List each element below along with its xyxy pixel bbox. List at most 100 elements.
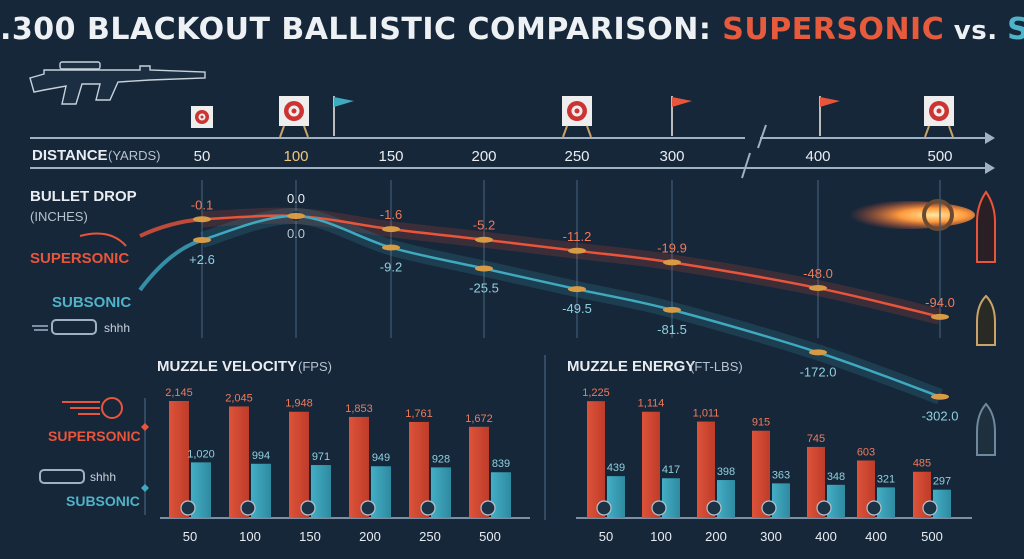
supersonic-drop-label: -94.0 [925, 295, 955, 310]
supersonic-bullet-point [568, 247, 586, 254]
supersonic-bar [349, 416, 369, 518]
subsonic-bullet-point [475, 265, 493, 272]
flag-icon [333, 96, 354, 136]
bar-category-label: 200 [359, 529, 381, 544]
subsonic-drop-label: -81.5 [657, 322, 687, 337]
supersonic-bar-label: 1,225 [582, 387, 610, 399]
supersonic-bar [807, 446, 825, 518]
subsonic-bar [431, 467, 451, 518]
subsonic-bar-label: 417 [662, 464, 680, 476]
bar-badge-icon [420, 500, 436, 516]
subsonic-bar-label: 928 [432, 453, 450, 465]
subsonic-drop-label: -49.5 [562, 301, 592, 316]
velocity-chart-unit: (FPS) [298, 359, 332, 374]
subsonic-drop-label: -302.0 [922, 409, 959, 424]
bar-category-label: 200 [705, 529, 727, 544]
bar-badge-icon [360, 500, 376, 516]
subsonic-leadin [138, 238, 203, 292]
subsonic-drop-label: -25.5 [469, 281, 499, 296]
subsonic-bar [251, 463, 271, 518]
suppressor-icon [39, 469, 85, 484]
target-icon [279, 96, 309, 138]
axis-break-icon [741, 124, 767, 179]
supersonic-drop-label: -48.0 [803, 266, 833, 281]
bar-badge-icon [480, 500, 496, 516]
energy-chart-title: MUZZLE ENERGY [567, 358, 695, 375]
distance-tick-label: 500 [927, 148, 952, 165]
velocity-chart-title: MUZZLE VELOCITY [157, 358, 297, 375]
subsonic-bar [311, 465, 331, 518]
supersonic-bullet-point [809, 285, 827, 292]
supersonic-bar-label: 1,114 [638, 398, 665, 410]
bar-badge-icon [816, 500, 832, 516]
energy-chart-header: MUZZLE ENERGY (FT-LBS) [567, 358, 743, 375]
target-icon [924, 96, 954, 138]
subsonic-bar-label: 398 [717, 466, 735, 478]
subsonic-drop-label: -9.2 [380, 260, 402, 275]
bar-badge-icon [180, 500, 196, 516]
bar-category-label: 500 [921, 529, 943, 544]
subsonic-bar [491, 472, 511, 518]
supersonic-bar-label: 1,672 [465, 413, 493, 425]
supersonic-bar [752, 430, 770, 518]
subsonic-bar-label: 1,020 [187, 448, 215, 460]
subsonic-bullet-point [663, 306, 681, 313]
bar-badge-icon [866, 500, 882, 516]
muzzle-flash-icon [835, 199, 975, 231]
rifle-icon [29, 61, 206, 105]
subsonic-drop-label: 0.0 [287, 226, 305, 241]
bar-category-label: 400 [815, 529, 837, 544]
distance-tick-label: 250 [564, 148, 589, 165]
bar-badge-icon [300, 500, 316, 516]
supersonic-swoosh-icon [79, 232, 127, 247]
velocity-chart-header: MUZZLE VELOCITY (FPS) [157, 358, 332, 375]
supersonic-drop-label: -11.2 [563, 229, 592, 244]
bar-badge-icon [651, 500, 667, 516]
supersonic-cartridge-icon [976, 190, 996, 263]
distance-tick-label: 50 [194, 148, 211, 165]
subsonic-bar-label: 839 [492, 458, 510, 470]
bar-legend-subsonic: SUBSONIC [66, 493, 140, 509]
supersonic-bar-label: 915 [752, 417, 770, 429]
bar-badge-icon [761, 500, 777, 516]
title-vs: vs. [944, 16, 1008, 46]
subsonic-drop-label: -172.0 [800, 364, 837, 379]
bar-category-label: 500 [479, 529, 501, 544]
target-icon [562, 96, 592, 138]
subsonic-bullet-point [193, 237, 211, 243]
subsonic-bar [371, 466, 391, 518]
bar-category-label: 50 [183, 529, 197, 544]
supersonic-bar [289, 411, 309, 518]
supersonic-bar-label: 603 [857, 446, 875, 458]
supersonic-bar [409, 421, 429, 518]
bar-category-label: 300 [760, 529, 782, 544]
distance-ticks: 50 100 150 200 250 300 400 500 [194, 148, 953, 165]
supersonic-bar-label: 745 [807, 433, 825, 445]
distance-tick-label: 400 [805, 148, 830, 165]
subsonic-bar-label: 348 [827, 471, 845, 483]
supersonic-drop-label: -1.6 [380, 207, 402, 222]
bar-category-label: 150 [299, 529, 321, 544]
subsonic-drop-label: +2.6 [189, 252, 215, 267]
supersonic-legend-label: SUPERSONIC [30, 250, 129, 267]
bar-legend: SUPERSONIC shhh SUBSONIC [39, 397, 149, 515]
muzzle-energy-chart: 1,225 439 50 1,114 417 100 1,011 398 200 915 363 30… [576, 387, 972, 544]
bar-badge-icon [706, 500, 722, 516]
subsonic-bullet-point [568, 286, 586, 293]
speed-lines-icon [62, 401, 100, 415]
subsonic-bar [877, 487, 895, 518]
subsonic-bar-label: 297 [933, 476, 951, 488]
subsonic-bar [191, 462, 211, 518]
bar-category-label: 400 [865, 529, 887, 544]
distance-tick-label: 100 [283, 148, 308, 165]
bar-legend-supersonic: SUPERSONIC [48, 428, 141, 444]
bullet-drop-chart: -0.1 0.0 -1.6 -5.2 -11.2 -19.9 -48.0 -94.0 +2.6 0… [138, 180, 959, 424]
supersonic-bullet-point [663, 259, 681, 266]
muzzle-velocity-chart: 2,145 1,020 50 2,045 994 100 1,948 971 150 1,853 9… [160, 387, 530, 544]
flag-icon [819, 96, 840, 136]
supersonic-bar-label: 1,853 [345, 403, 373, 415]
subsonic-bullet-point [809, 349, 827, 356]
supersonic-bar-label: 485 [913, 458, 931, 470]
distance-label: DISTANCE [32, 147, 108, 164]
